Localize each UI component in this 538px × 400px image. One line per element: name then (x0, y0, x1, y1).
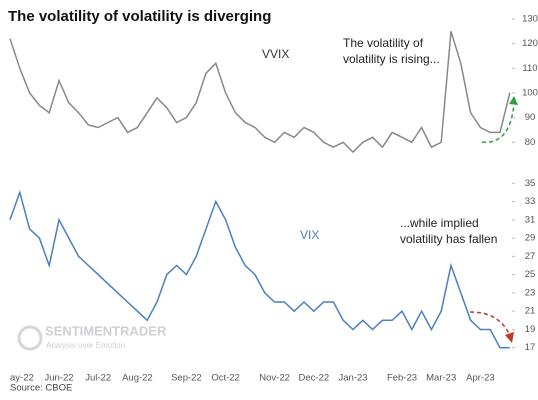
series-line (9, 31, 511, 154)
annotation: volatility has fallen (400, 232, 497, 246)
y-tick-label: 25 (525, 269, 536, 280)
x-tick-label: ay-22 (10, 373, 34, 384)
y-tick-label: 100 (522, 87, 538, 98)
y-tick-label: 130 (522, 13, 538, 24)
y-tick-label: 120 (522, 38, 538, 49)
y-tick-label: 27 (525, 251, 536, 262)
green-arrowhead (509, 96, 518, 105)
y-tick-label: 21 (525, 306, 536, 317)
x-tick-label: Oct-22 (211, 373, 240, 384)
watermark-text: Analysis over Emotion (46, 341, 125, 350)
y-tick-label: 23 (525, 287, 536, 298)
green-arrow (481, 103, 515, 143)
x-tick-label: Sep-22 (171, 373, 202, 384)
x-tick-label: Jun-22 (44, 373, 73, 384)
x-tick-label: Dec-22 (298, 373, 329, 384)
series-line (9, 189, 510, 349)
watermark-logo (17, 325, 43, 351)
y-tick-label: 90 (525, 112, 536, 123)
x-tick-label: Jul-22 (85, 373, 111, 384)
chart-title: The volatility of volatility is divergin… (8, 8, 271, 25)
x-tick-label: Jan-23 (338, 373, 367, 384)
y-tick-label: 19 (525, 324, 536, 335)
series-label: VVIX (262, 47, 289, 61)
x-tick-label: Mar-23 (426, 373, 456, 384)
y-tick-label: 31 (525, 214, 536, 225)
y-tick-label: 29 (525, 233, 536, 244)
red-arrowhead (505, 332, 514, 343)
annotation: ...while implied (400, 216, 479, 230)
red-arrow (469, 311, 511, 337)
annotation: volatility is rising... (343, 52, 440, 66)
x-tick-label: Feb-23 (387, 373, 417, 384)
series-label: VIX (300, 228, 319, 242)
annotation: The volatility of (343, 36, 424, 50)
x-tick-label: Aug-22 (122, 373, 153, 384)
watermark-text: SENTIMENTRADER (45, 323, 167, 338)
watermark: SENTIMENTRADER Analysis over Emotion (17, 323, 167, 351)
x-tick-label: Apr-23 (466, 373, 495, 384)
y-tick-label: 17 (525, 342, 536, 353)
y-tick-label: 80 (525, 137, 536, 148)
y-tick-label: 33 (525, 196, 536, 207)
source: Source: CBOE (10, 383, 72, 394)
y-tick-label: 110 (522, 63, 537, 74)
x-tick-label: Nov-22 (259, 373, 290, 384)
y-tick-label: 35 (525, 178, 536, 189)
